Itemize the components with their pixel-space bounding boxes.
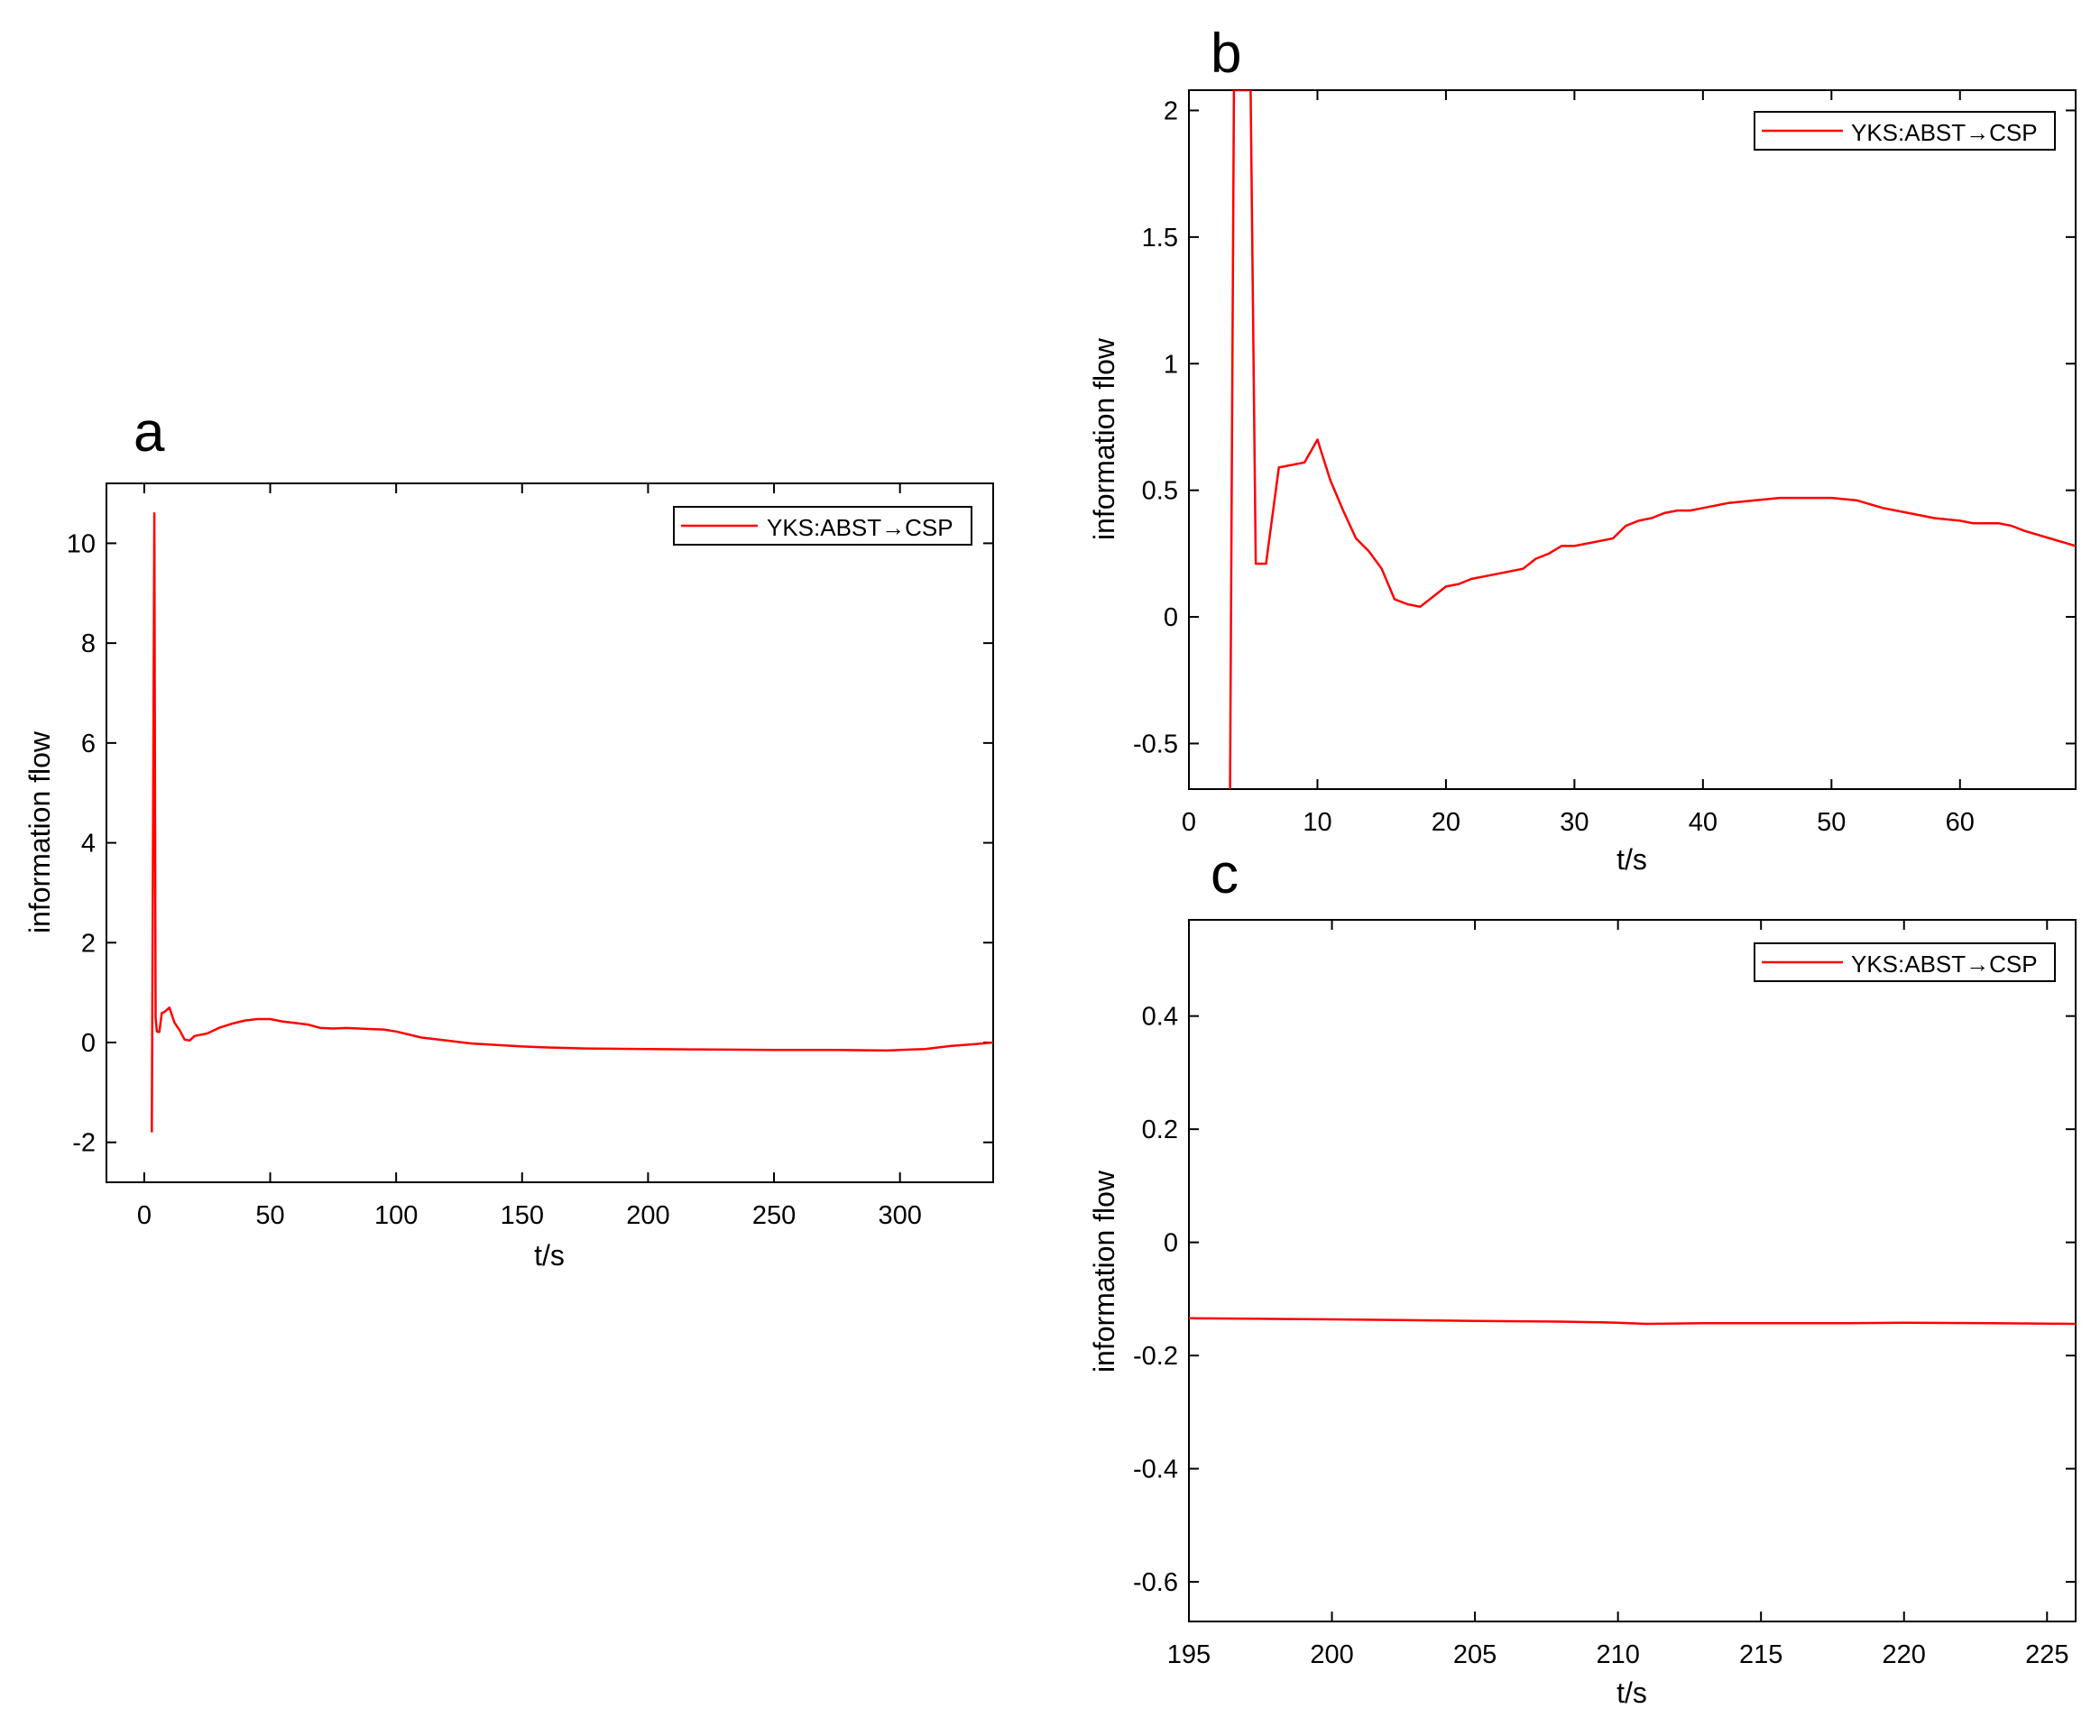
legend-label-a: YKS:ABST→CSP <box>767 514 953 541</box>
series-b <box>1229 90 2076 789</box>
series-line <box>1229 90 2076 789</box>
series-a <box>151 511 993 1133</box>
panel-b: b 0 10 20 30 40 50 60 -0.5 0 0.5 1 1.5 2 t/s inform… <box>1088 23 2077 876</box>
series-line <box>151 511 993 1133</box>
y-tick-label: 0.5 <box>1142 477 1178 506</box>
legend-label-b: YKS:ABST→CSP <box>1851 119 2038 146</box>
x-tick-label: 60 <box>1946 808 1975 837</box>
x-tick-label: 195 <box>1167 1640 1211 1669</box>
legend-c: YKS:ABST→CSP <box>1754 942 2056 982</box>
panel-c: c 195 200 205 210 215 220 225 -0.6 -0.4 -0.2 0 0.2… <box>1088 843 2077 1709</box>
y-tick-label: 6 <box>81 730 96 758</box>
y-tick-labels-a: -2 0 2 4 6 8 10 <box>67 529 96 1157</box>
y-tick-label: -0.6 <box>1133 1568 1178 1597</box>
plot-area-b <box>1188 89 2077 790</box>
legend-label-c: YKS:ABST→CSP <box>1851 951 2038 978</box>
y-tick-labels-b: -0.5 0 0.5 1 1.5 2 <box>1133 96 1178 758</box>
y-tick-label: 0 <box>81 1029 96 1058</box>
x-tick-label: 50 <box>1817 808 1846 837</box>
y-tick-label: 1 <box>1164 350 1178 379</box>
legend-b: YKS:ABST→CSP <box>1754 111 2056 151</box>
y-tick-label: 2 <box>81 929 96 958</box>
x-tick-label: 225 <box>2025 1640 2068 1669</box>
x-tick-label: 0 <box>1182 808 1196 837</box>
ticks-b <box>1188 90 2076 789</box>
y-tick-label: -0.4 <box>1133 1456 1178 1484</box>
y-axis-label-b: information flow <box>1088 337 1120 540</box>
x-tick-label: 50 <box>255 1201 284 1230</box>
x-tick-label: 40 <box>1689 808 1718 837</box>
y-tick-label: -0.2 <box>1133 1342 1178 1371</box>
panel-label-a: a <box>134 401 165 464</box>
panel-label-b: b <box>1211 23 1241 85</box>
y-tick-label: 4 <box>81 830 96 859</box>
y-axis-label-a: information flow <box>23 730 56 933</box>
x-tick-labels-c: 195 200 205 210 215 220 225 <box>1167 1640 2069 1669</box>
x-tick-label: 200 <box>626 1201 669 1230</box>
y-axis-label-c: information flow <box>1088 1170 1120 1373</box>
ticks-c <box>1188 920 2076 1621</box>
y-tick-label: 0 <box>1164 1229 1178 1258</box>
y-tick-label: -0.5 <box>1133 730 1178 758</box>
y-tick-label: -2 <box>72 1129 96 1158</box>
y-tick-label: 2 <box>1164 96 1178 125</box>
x-tick-label: 10 <box>1303 808 1331 837</box>
x-tick-label: 200 <box>1310 1640 1353 1669</box>
y-tick-label: 0 <box>1164 603 1178 632</box>
legend-a: YKS:ABST→CSP <box>673 506 972 546</box>
plot-area-a <box>106 482 994 1183</box>
x-tick-label: 220 <box>1883 1640 1926 1669</box>
x-axis-label-a: t/s <box>534 1239 565 1272</box>
y-tick-label: 0.4 <box>1142 1003 1178 1032</box>
series-c <box>1189 1317 2076 1326</box>
x-axis-label-b: t/s <box>1616 843 1647 876</box>
x-tick-label: 205 <box>1453 1640 1497 1669</box>
y-tick-label: 1.5 <box>1142 224 1178 253</box>
y-tick-label: 0.2 <box>1142 1116 1178 1144</box>
x-tick-labels-b: 0 10 20 30 40 50 60 <box>1182 808 1975 837</box>
panel-a: a 0 50 100 150 200 250 300 -2 0 2 4 6 8 10 t/s infor… <box>23 401 994 1272</box>
series-line <box>1189 1317 2076 1326</box>
plot-area-c <box>1188 919 2077 1622</box>
x-tick-labels-a: 0 50 100 150 200 250 300 <box>137 1201 922 1230</box>
x-tick-label: 20 <box>1432 808 1460 837</box>
x-axis-label-c: t/s <box>1616 1676 1647 1709</box>
x-tick-label: 150 <box>501 1201 544 1230</box>
x-tick-label: 210 <box>1596 1640 1639 1669</box>
x-tick-label: 300 <box>878 1201 921 1230</box>
x-tick-label: 0 <box>137 1201 152 1230</box>
x-tick-label: 30 <box>1560 808 1589 837</box>
panel-label-c: c <box>1211 843 1239 905</box>
y-tick-label: 10 <box>67 529 96 558</box>
x-tick-label: 250 <box>752 1201 796 1230</box>
y-tick-label: 8 <box>81 629 96 658</box>
x-tick-label: 100 <box>374 1201 418 1230</box>
x-tick-label: 215 <box>1739 1640 1782 1669</box>
y-tick-labels-c: -0.6 -0.4 -0.2 0 0.2 0.4 <box>1133 1003 1178 1597</box>
